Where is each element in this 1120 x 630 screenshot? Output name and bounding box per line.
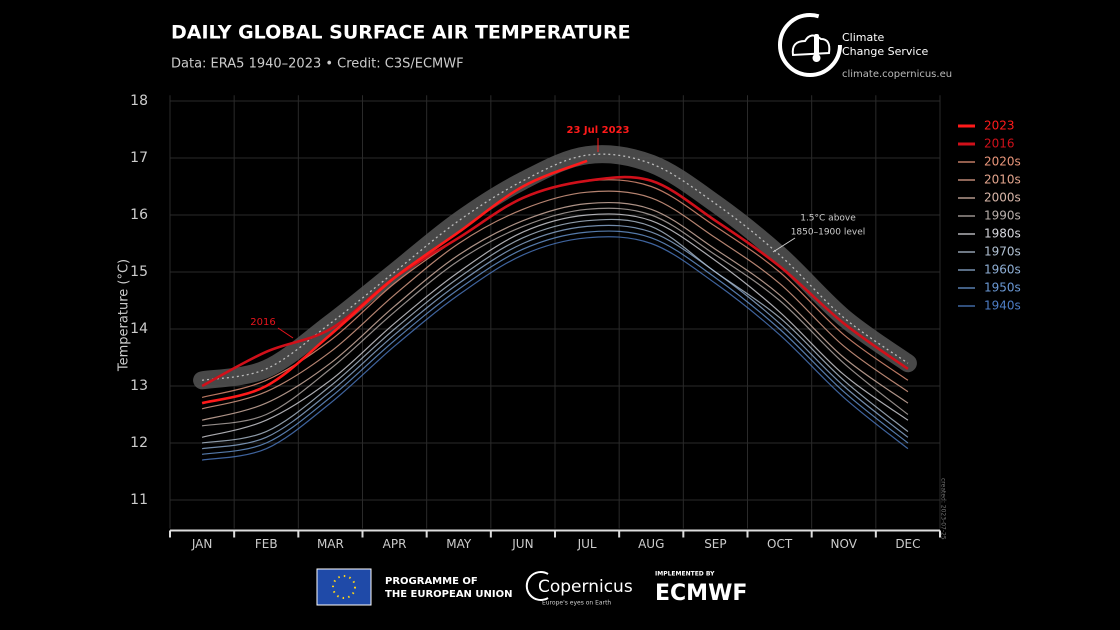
implemented-text: IMPLEMENTED BY: [655, 571, 715, 578]
annotation-arrow: [772, 237, 796, 253]
threshold-label: 1850–1900 level: [791, 228, 866, 238]
x-tick-label: FEB: [255, 537, 278, 551]
eu-flag: [316, 568, 372, 606]
x-tick-label: JUN: [511, 537, 533, 551]
eu-text: THE EUROPEAN UNION: [385, 589, 513, 600]
eu-text: PROGRAMME OF: [385, 576, 478, 587]
y-tick-label: 18: [130, 93, 148, 109]
chart-subtitle: Data: ERA5 1940–2023 • Credit: C3S/ECMWF: [171, 57, 464, 72]
annotation: 23 Jul 2023: [567, 125, 630, 136]
logo-text: Change Service: [842, 45, 928, 58]
series-line: [201, 175, 909, 388]
legend-label: 2020s: [984, 155, 1021, 169]
series-line: [201, 201, 909, 421]
legend-label: 1980s: [984, 227, 1021, 241]
ecmwf-text: ECMWF: [655, 581, 747, 606]
logo-text: Climate: [842, 31, 885, 44]
x-tick-label: MAR: [317, 537, 344, 551]
legend-label: 2023: [984, 119, 1015, 133]
y-tick-label: 16: [130, 207, 148, 223]
chart-title: DAILY GLOBAL SURFACE AIR TEMPERATURE: [171, 22, 631, 44]
x-tick-label: OCT: [767, 537, 793, 551]
y-axis-label: Temperature (°C): [117, 259, 132, 372]
series-line: [201, 218, 909, 444]
created-note: created: 2023-07-25: [940, 478, 947, 540]
series-line: [201, 224, 909, 450]
x-tick-label: MAY: [446, 537, 472, 551]
x-tick-label: JUL: [577, 537, 597, 551]
annotation: 2016: [250, 317, 275, 328]
y-tick-label: 17: [130, 150, 148, 166]
y-tick-label: 14: [130, 321, 148, 337]
logo-url: climate.copernicus.eu: [842, 69, 952, 80]
series-line: [201, 190, 909, 410]
copernicus-arc: [525, 571, 549, 601]
threshold-line: [201, 153, 909, 381]
copernicus-text: Copernicus: [538, 577, 633, 597]
x-tick-label: AUG: [638, 537, 664, 551]
y-tick-label: 15: [130, 264, 148, 280]
annotation-arrow: [277, 327, 294, 339]
threshold-label: 1.5°C above: [800, 214, 856, 224]
c3s-logo: [778, 13, 842, 77]
legend-label: 1970s: [984, 245, 1021, 259]
legend-label: 1940s: [984, 299, 1021, 313]
x-tick-label: NOV: [831, 537, 858, 551]
legend-label: 1960s: [984, 263, 1021, 277]
series-line: [201, 207, 909, 427]
x-tick-label: JAN: [191, 537, 213, 551]
series-line: [201, 230, 909, 455]
legend-label: 1950s: [984, 281, 1021, 295]
y-tick-label: 13: [130, 378, 148, 394]
x-tick-label: APR: [383, 537, 407, 551]
legend-label: 2016: [984, 137, 1015, 151]
y-tick-label: 11: [130, 492, 148, 508]
y-tick-label: 12: [130, 435, 148, 451]
copernicus-tagline: Europe's eyes on Earth: [542, 600, 611, 607]
x-tick-label: SEP: [704, 537, 726, 551]
series-line: [201, 236, 909, 461]
series-line: [201, 213, 909, 438]
series-line: [201, 159, 588, 405]
legend-label: 2010s: [984, 173, 1021, 187]
x-tick-label: DEC: [895, 537, 920, 551]
legend-label: 2000s: [984, 191, 1021, 205]
legend-label: 1990s: [984, 209, 1021, 223]
